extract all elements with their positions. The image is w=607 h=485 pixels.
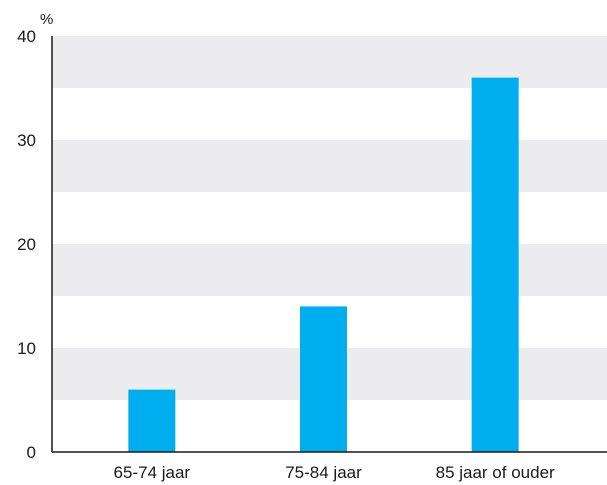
x-category-label: 65-74 jaar — [114, 463, 191, 482]
bar — [128, 389, 176, 452]
x-category-labels: 65-74 jaar 75-84 jaar 85 jaar of ouder — [114, 463, 555, 482]
y-tick-label: 40 — [17, 27, 36, 46]
bar — [300, 306, 347, 452]
x-category-label: 85 jaar of ouder — [436, 463, 555, 482]
grid-band — [52, 140, 607, 192]
y-tick-labels: 0 10 20 30 40 — [17, 27, 36, 462]
bar — [471, 77, 519, 452]
y-tick-label: 20 — [17, 235, 36, 254]
bars — [128, 77, 519, 452]
grid-band — [52, 36, 607, 88]
y-unit-label: % — [40, 11, 53, 28]
y-tick-label: 30 — [17, 131, 36, 150]
y-tick-label: 0 — [27, 443, 36, 462]
x-category-label: 75-84 jaar — [285, 463, 362, 482]
y-tick-label: 10 — [17, 339, 36, 358]
grid-band — [52, 244, 607, 296]
